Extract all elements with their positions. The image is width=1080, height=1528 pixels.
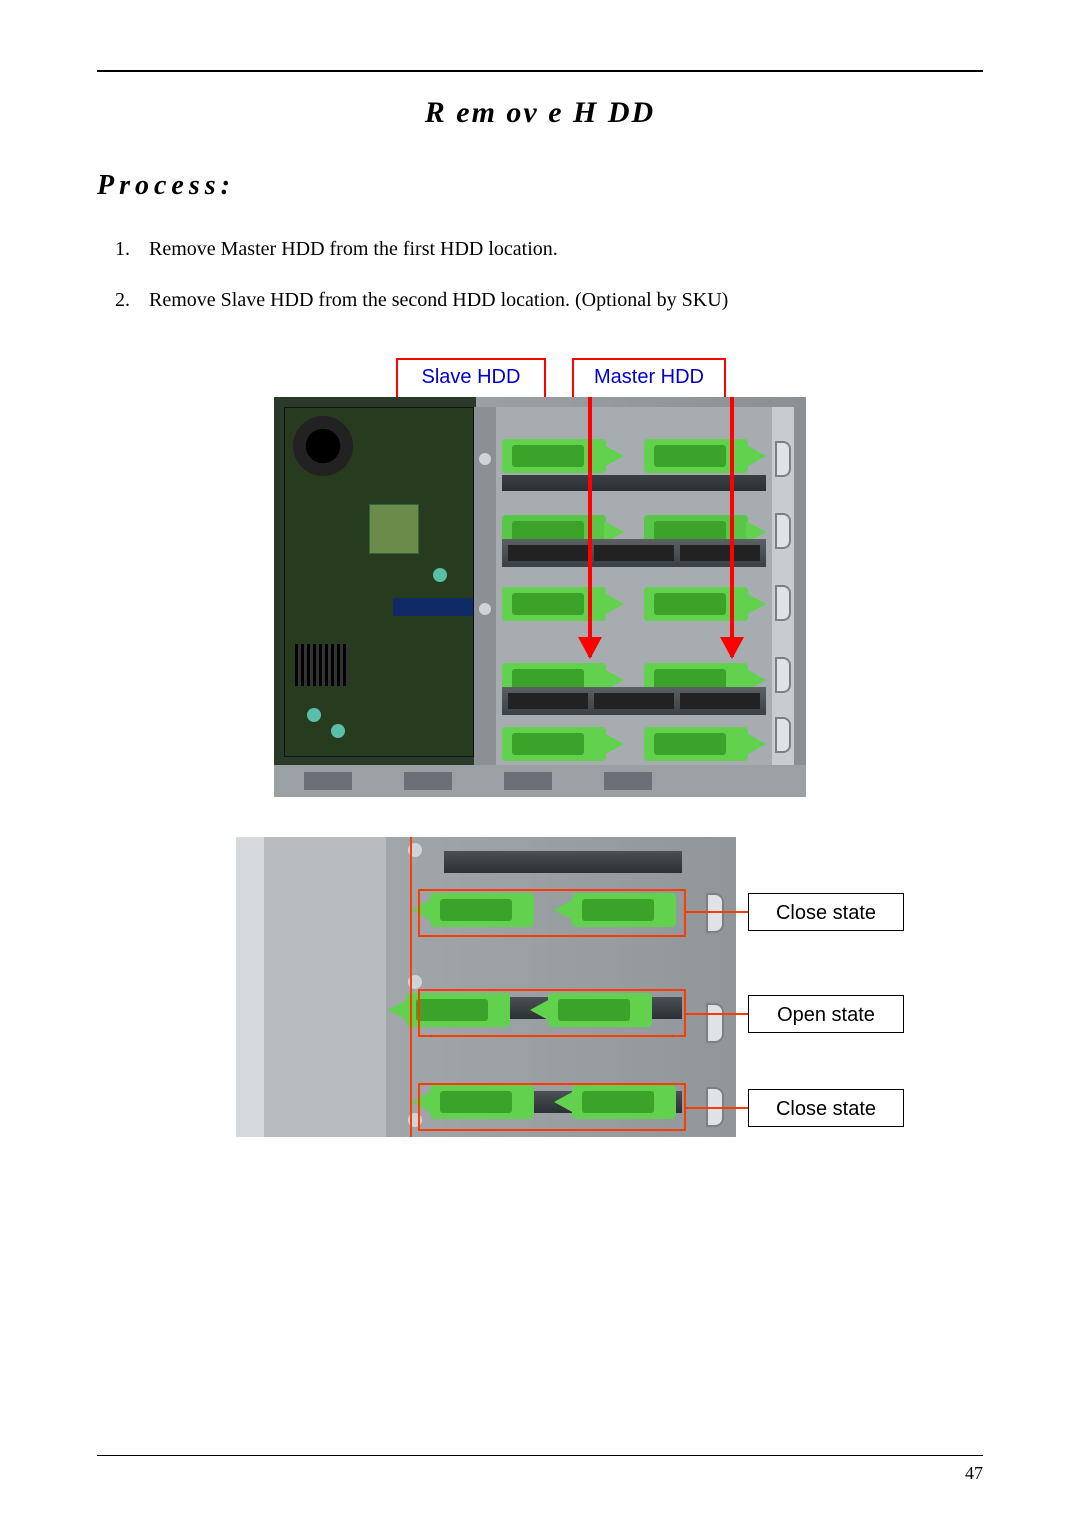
fig2-vline <box>410 837 412 1137</box>
page-number: 47 <box>965 1463 983 1484</box>
screw <box>479 603 491 615</box>
state-label-open: Open state <box>748 995 904 1033</box>
steps-list: Remove Master HDD from the first HDD loc… <box>97 238 983 312</box>
master-hdd-label: Master HDD <box>572 358 726 399</box>
state-connector <box>686 1013 748 1015</box>
capacitor <box>433 568 447 582</box>
state-label-close-2: Close state <box>748 1089 904 1127</box>
state-highlight <box>418 889 686 937</box>
figure-1-photo <box>274 397 806 797</box>
drive-back <box>502 687 766 715</box>
latch-slot <box>706 1003 724 1043</box>
page-title: R em ov e H DD <box>97 96 983 130</box>
chassis-edge <box>236 837 264 1137</box>
drive-cage <box>474 407 794 787</box>
drive <box>502 475 766 491</box>
step-1: Remove Master HDD from the first HDD loc… <box>135 238 983 261</box>
slave-arrow <box>588 397 592 657</box>
drive-bay <box>502 503 766 561</box>
capacitor <box>307 708 321 722</box>
mb-slot <box>393 598 473 616</box>
state-highlight <box>418 989 686 1037</box>
slave-hdd-label: Slave HDD <box>396 358 546 399</box>
drive-back <box>502 539 766 567</box>
step-2: Remove Slave HDD from the second HDD loc… <box>135 289 983 312</box>
latch-slot <box>775 585 791 621</box>
top-rule <box>97 70 983 72</box>
bottom-rule <box>97 1455 983 1456</box>
state-connector <box>686 1107 748 1109</box>
process-subtitle: Process: <box>97 170 983 202</box>
state-highlight <box>418 1083 686 1131</box>
figures: Slave HDD Master HDD <box>97 358 983 1137</box>
screw <box>479 453 491 465</box>
figure-2: Close state Open state Close state <box>220 837 910 1137</box>
cage-side <box>772 407 794 787</box>
state-connector <box>686 911 748 913</box>
green-lock <box>644 727 748 761</box>
latch-slot <box>706 893 724 933</box>
latch-slot <box>775 441 791 477</box>
drive-bay <box>502 427 766 485</box>
chassis-bottom <box>274 765 806 797</box>
master-arrow <box>730 397 734 657</box>
green-lock <box>502 727 606 761</box>
latch-slot <box>775 657 791 693</box>
state-label-close-1: Close state <box>748 893 904 931</box>
motherboard-area <box>284 407 474 757</box>
capacitor <box>331 724 345 738</box>
mb-chip <box>369 504 419 554</box>
figure-1: Slave HDD Master HDD <box>274 358 806 797</box>
drive-bay <box>502 651 766 709</box>
drive-bay <box>502 575 766 633</box>
latch-slot <box>775 513 791 549</box>
screw-column <box>474 407 496 787</box>
figure-1-labels: Slave HDD Master HDD <box>316 358 806 399</box>
latch-slot <box>775 717 791 753</box>
